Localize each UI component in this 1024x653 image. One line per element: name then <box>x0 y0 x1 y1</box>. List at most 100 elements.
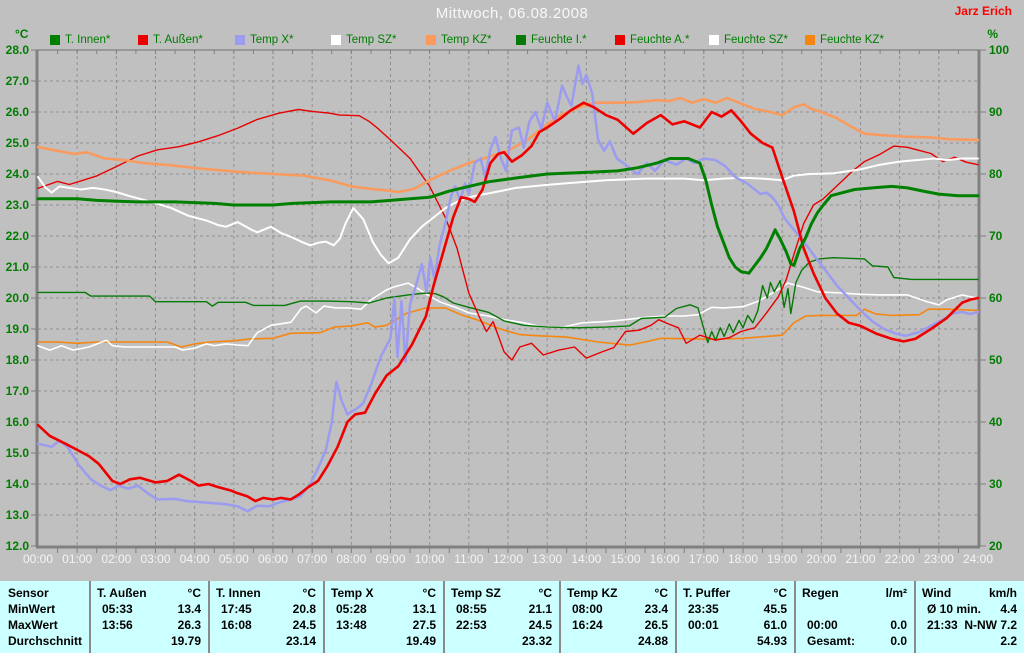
right-axis-tick-label: 100 <box>989 43 1009 57</box>
legend: T. Innen* T. Außen* Temp X* Temp SZ* Temp KZ… <box>0 33 1024 49</box>
x-axis-tick-label: 11:00 <box>454 552 483 566</box>
min-value: 13.1 <box>412 602 436 616</box>
series-line-t_innen <box>36 157 980 275</box>
min-time: 05:28 <box>336 602 367 616</box>
legend-item-t_innen: T. Innen* <box>50 33 110 47</box>
min-time: 08:00 <box>572 602 603 616</box>
sensor-name: Temp X <box>331 586 374 600</box>
right-axis-tick-label: 60 <box>989 291 1003 305</box>
series-line-feuchte_sz <box>37 282 979 351</box>
right-axis-tick-label: 90 <box>989 105 1003 119</box>
max-time: 00:00 <box>807 618 838 632</box>
x-axis-tick-label: 15:00 <box>610 552 640 566</box>
avg-label: Gesamt: <box>807 634 856 648</box>
right-axis-tick-label: 30 <box>989 477 1003 491</box>
x-axis-tick-label: 24:00 <box>963 552 993 566</box>
legend-item-feuchte_sz: Feuchte SZ* <box>709 33 788 47</box>
sensor-name: T. Innen <box>216 586 261 600</box>
legend-label-temp_sz: Temp SZ* <box>346 34 397 46</box>
sensor-unit: °C <box>538 586 552 600</box>
left-axis-tick-label: 27.0 <box>6 74 30 88</box>
avg-value: 23.14 <box>285 634 316 648</box>
x-axis-tick-label: 21:00 <box>845 552 875 566</box>
left-axis-tick-label: 17.0 <box>6 384 30 398</box>
x-axis-tick-label: 06:00 <box>258 552 288 566</box>
sensor-name: T. Puffer <box>683 586 731 600</box>
x-axis-tick-label: 20:00 <box>806 552 836 566</box>
table-row-label: MaxWert <box>8 618 58 632</box>
author-watermark: Jarz Erich <box>954 4 1012 18</box>
max-value: 26.5 <box>644 618 668 632</box>
x-axis-tick-label: 08:00 <box>336 552 366 566</box>
left-axis-tick-label: 14.0 <box>6 477 30 491</box>
legend-label-feuchte_kz: Feuchte KZ* <box>820 34 884 46</box>
x-axis-tick-label: 01:00 <box>62 552 92 566</box>
x-axis-tick-label: 00:00 <box>23 552 53 566</box>
x-axis-tick-label: 05:00 <box>219 552 249 566</box>
max-value: 27.5 <box>412 618 436 632</box>
x-axis-tick-label: 12:00 <box>493 552 523 566</box>
min-value: 45.5 <box>763 602 787 616</box>
avg-value: 2.2 <box>1000 634 1017 648</box>
series-line-temp_x <box>36 64 980 513</box>
left-axis-tick-label: 21.0 <box>6 260 30 274</box>
max-value: 24.5 <box>528 618 552 632</box>
left-axis-tick-label: 16.0 <box>6 415 30 429</box>
left-axis-unit-label: °C <box>15 27 29 41</box>
x-axis-tick-label: 19:00 <box>767 552 797 566</box>
summary-table: Sensor MinWert MaxWert Durchschnitt T. Außen… <box>0 581 1024 653</box>
legend-label-temp_x: Temp X* <box>250 34 294 46</box>
left-axis-tick-label: 28.0 <box>6 43 30 57</box>
max-time: 21:33 <box>927 618 958 632</box>
left-axis-tick-label: 19.0 <box>6 322 30 336</box>
left-axis-tick-label: 23.0 <box>6 198 30 212</box>
sensor-unit: °C <box>773 586 787 600</box>
min-value: 13.4 <box>177 602 201 616</box>
x-axis-tick-label: 14:00 <box>571 552 601 566</box>
x-axis-tick-label: 09:00 <box>375 552 405 566</box>
legend-item-temp_kz: Temp KZ* <box>426 33 492 47</box>
sensor-unit: °C <box>422 586 436 600</box>
table-column-temp-x: Temp X °C 05:28 13.1 13:48 27.5 19.49 <box>323 581 443 653</box>
x-axis-tick-label: 04:00 <box>180 552 210 566</box>
table-row-label: Durchschnitt <box>8 634 83 648</box>
legend-swatch-temp_sz <box>331 35 341 45</box>
legend-item-feuchte_kz: Feuchte KZ* <box>805 33 884 47</box>
left-axis-tick-label: 25.0 <box>6 136 30 150</box>
left-axis-tick-label: 22.0 <box>6 229 30 243</box>
table-column-t-au-en: T. Außen °C 05:33 13.4 13:56 26.3 19.79 <box>89 581 208 653</box>
min-value: 21.1 <box>528 602 552 616</box>
left-axis-tick-label: 26.0 <box>6 105 30 119</box>
table-column-regen: Regen l/m² 00:00 0.0 Gesamt: 0.0 <box>794 581 914 653</box>
x-axis-tick-label: 07:00 <box>297 552 327 566</box>
avg-value: 23.32 <box>521 634 552 648</box>
legend-swatch-feuchte_a <box>615 35 625 45</box>
table-row-label: Sensor <box>8 586 49 600</box>
table-row-label: MinWert <box>8 602 56 616</box>
x-axis-tick-label: 10:00 <box>415 552 445 566</box>
left-axis-tick-label: 20.0 <box>6 291 30 305</box>
legend-swatch-temp_x <box>235 35 245 45</box>
sensor-unit: km/h <box>988 586 1017 600</box>
max-time: 16:08 <box>221 618 252 632</box>
avg-value: 0.0 <box>890 634 907 648</box>
sensor-name: Temp KZ <box>567 586 618 600</box>
max-time: 13:48 <box>336 618 367 632</box>
table-column-wind: Wind km/h Ø 10 min. 4.4 21:33 N-NW 7.2 2.2 <box>914 581 1024 653</box>
max-value: 26.3 <box>177 618 201 632</box>
page-title: Mittwoch, 06.08.2008 <box>435 5 589 22</box>
table-column-temp-kz: Temp KZ °C 08:00 23.4 16:24 26.5 24.88 <box>559 581 675 653</box>
legend-item-temp_x: Temp X* <box>235 33 293 47</box>
legend-item-temp_sz: Temp SZ* <box>331 33 397 47</box>
x-axis-tick-label: 16:00 <box>650 552 680 566</box>
series-line-t_aussen <box>36 101 980 503</box>
left-axis-tick-label: 12.0 <box>6 539 30 553</box>
series-line-feuchte_i <box>37 257 979 344</box>
x-axis-tick-label: 02:00 <box>101 552 131 566</box>
min-time: 23:35 <box>688 602 719 616</box>
legend-label-t_innen: T. Innen* <box>65 34 111 46</box>
legend-swatch-temp_kz <box>426 35 436 45</box>
legend-label-t_aussen: T. Außen* <box>153 34 203 46</box>
sensor-name: Regen <box>802 586 839 600</box>
